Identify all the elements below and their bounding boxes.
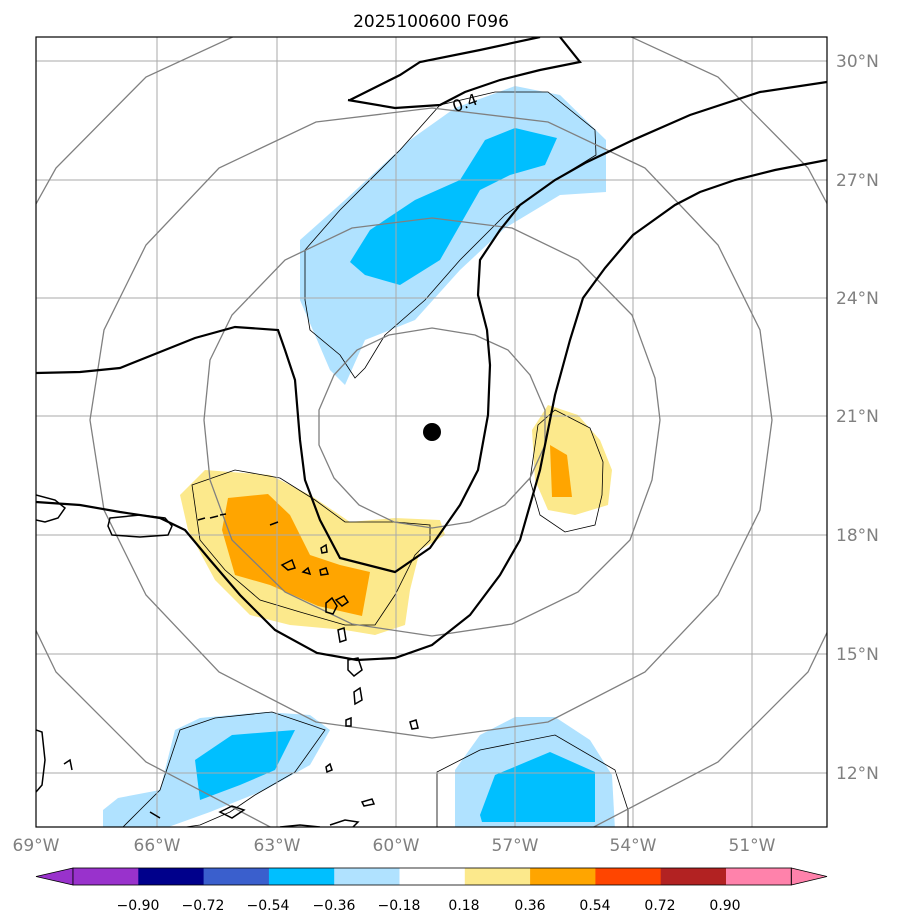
negative-anomaly-dark-se <box>480 752 595 822</box>
venezuela-islands <box>63 758 321 827</box>
colorbar-tick-label: 0.54 <box>579 898 610 914</box>
lon-tick-label: 51°W <box>729 836 776 856</box>
dominica <box>337 627 347 643</box>
figure-title: 2025100600 F096 <box>353 12 509 32</box>
colorbar-cell <box>268 868 335 885</box>
lat-tick-label: 12°N <box>836 764 879 784</box>
hispaniola-coast <box>36 494 67 523</box>
colorbar-tick-label: −0.18 <box>378 898 421 914</box>
lon-axis: 69°W 66°W 63°W 60°W 57°W 54°W 51°W <box>13 836 776 856</box>
positive-anomaly-dark-w <box>222 494 370 616</box>
colorbar-frame <box>72 867 792 886</box>
thin-contour-se <box>436 734 629 827</box>
guadeloupe <box>325 595 350 615</box>
lat-tick-label: 18°N <box>836 526 879 546</box>
lat-tick-label: 24°N <box>836 289 879 309</box>
st-vincent <box>345 716 352 727</box>
lon-tick-label: 57°W <box>492 836 539 856</box>
lon-tick-label: 60°W <box>373 836 420 856</box>
lat-tick-label: 27°N <box>836 171 879 191</box>
colorbar-tick-label: −0.72 <box>182 898 225 914</box>
thick-contour-north-b <box>349 37 541 101</box>
lon-tick-label: 63°W <box>254 836 301 856</box>
lat-tick-label: 15°N <box>836 645 879 665</box>
lon-tick-label: 69°W <box>13 836 60 856</box>
positive-anomaly-dark-e <box>550 445 572 497</box>
thick-contour-west <box>36 80 827 574</box>
colorbar-cell <box>660 868 727 885</box>
range-ring-1 <box>318 327 546 529</box>
barbados <box>409 719 419 730</box>
lon-tick-label: 54°W <box>610 836 657 856</box>
colorbar-tick-label: −0.54 <box>247 898 290 914</box>
colorbar-tick-label: 0.72 <box>644 898 675 914</box>
storm-center-marker <box>423 423 441 441</box>
colorbar-cell <box>73 868 139 885</box>
colorbar: −0.90 −0.72 −0.54 −0.36 −0.18 0.18 0.36 … <box>35 867 828 914</box>
thick-contours <box>36 37 827 662</box>
negative-anomaly-dark-ne <box>350 128 557 285</box>
leeward-islands-a <box>280 543 329 576</box>
lon-tick-label: 66°W <box>134 836 181 856</box>
south-america-coast <box>36 729 46 793</box>
grenada <box>325 762 333 774</box>
colorbar-cell <box>530 868 596 885</box>
colorbar-cell <box>726 868 792 885</box>
colorbar-cell <box>138 868 205 885</box>
lat-tick-label: 21°N <box>836 407 879 427</box>
colorbar-tick-label: −0.90 <box>117 898 160 914</box>
puerto-rico-coast <box>107 514 173 538</box>
lat-axis: 30°N 27°N 24°N 21°N 18°N 15°N 12°N <box>836 52 879 784</box>
trinidad-tobago <box>329 798 376 827</box>
range-ring-3 <box>89 107 773 739</box>
lat-tick-label: 30°N <box>836 52 879 72</box>
coastlines <box>36 494 419 827</box>
thin-contour-e <box>529 409 604 533</box>
virgin-islands <box>197 513 279 526</box>
colorbar-cells <box>35 867 828 886</box>
colorbar-extend-high <box>790 867 828 886</box>
colorbar-cell <box>464 868 531 885</box>
thin-contour-sw <box>122 711 326 827</box>
map-frame <box>35 36 828 828</box>
colorbar-cell <box>334 868 400 885</box>
colorbar-cell <box>203 868 270 885</box>
martinique <box>347 657 363 677</box>
thick-contour-north <box>347 37 582 110</box>
colorbar-tick-label: 0.90 <box>709 898 740 914</box>
colorbar-extend-low <box>35 867 74 886</box>
colorbar-cell <box>399 868 466 885</box>
colorbar-ticks: −0.90 −0.72 −0.54 −0.36 −0.18 0.18 0.36 … <box>117 898 741 914</box>
anomaly-shading <box>103 86 615 827</box>
range-ring-4 <box>36 37 827 827</box>
colorbar-cell <box>595 868 662 885</box>
colorbar-tick-label: 0.36 <box>514 898 545 914</box>
colorbar-tick-label: −0.36 <box>313 898 356 914</box>
thin-contour-w <box>191 469 431 626</box>
thick-contour-south <box>36 158 827 662</box>
negative-anomaly-dark-sw <box>195 730 295 800</box>
colorbar-tick-label: 0.18 <box>448 898 479 914</box>
st-lucia <box>353 686 363 706</box>
